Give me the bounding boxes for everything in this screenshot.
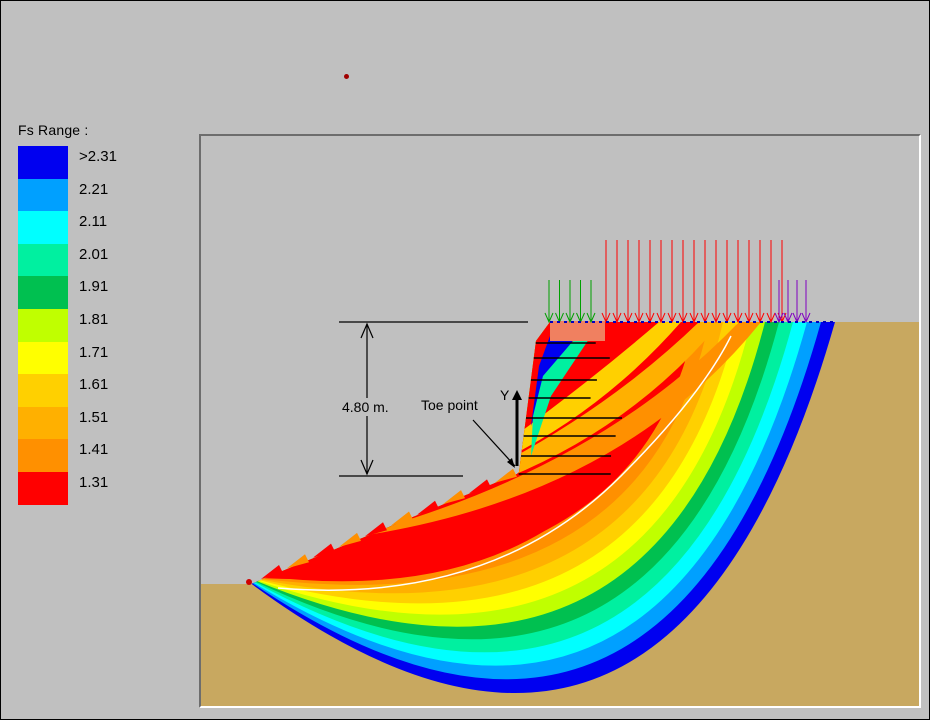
load-arrow [689,240,699,324]
load-arrow [766,240,776,324]
legend-label: 2.11 [79,213,108,231]
load-arrow [544,280,554,324]
surface-tooth [391,511,413,526]
legend-label: 1.61 [79,376,109,394]
surface-tooth [365,522,387,537]
load-arrow [783,280,793,324]
legend-swatch [18,146,68,179]
legend-item: 2.21 [18,178,168,212]
retaining-wall-block [550,321,605,341]
load-arrow [733,240,743,324]
legend-swatch [18,374,68,408]
surface-tooth [495,468,517,483]
load-arrow [612,240,622,324]
legend-item: 1.81 [18,308,168,342]
fs-streak [401,322,721,511]
legend-swatch [18,341,68,375]
load-arrow [555,280,564,324]
legend-label: 1.51 [79,408,109,426]
load-arrow [774,280,784,324]
load-arrow [634,240,644,324]
legend-item: 2.11 [18,211,168,245]
surface-tooth [443,490,465,505]
load-arrow [711,240,721,324]
critical-slip-surface [277,335,732,591]
legend-item: >2.31 [18,146,168,179]
y-axis: Y [500,387,522,466]
legend-title: Fs Range : [18,122,89,138]
legend-swatch [18,406,68,440]
load-arrow [722,240,732,324]
legend-label: 1.41 [79,441,109,459]
load-arrow [801,280,811,324]
legend-item: 1.41 [18,439,168,473]
surface-tooth [313,543,335,558]
height-dimension: 4.80 m. [339,321,528,477]
legend-label: 2.21 [79,180,109,198]
legend-item: 1.31 [18,471,168,505]
fs-streak [441,322,681,486]
legend-swatch [18,471,68,505]
slip-entry-point [246,579,252,585]
load-arrow [586,280,596,324]
soil-nails [518,342,622,475]
legend-label: >2.31 [79,148,117,165]
load-arrow [700,240,710,324]
surface-tooth [261,565,283,579]
slope-canvas: 4.80 m. Toe point Y [199,134,921,708]
surface-loads [544,240,835,324]
legend-swatch [18,276,68,310]
legend-label: 1.31 [79,473,109,491]
toe-point-annotation: Toe point [421,397,516,468]
load-arrow [623,240,633,324]
surface-tooth [417,500,439,515]
load-arrow [576,280,585,324]
slope-stability-diagram: 4.80 m. Toe point Y [201,240,919,706]
legend-swatch [18,439,68,473]
surface-tooth [339,532,361,547]
load-arrow [744,240,754,324]
legend-label: 1.71 [79,343,109,361]
legend-swatch [18,243,68,277]
legend-label: 1.91 [79,278,109,296]
y-axis-label: Y [500,387,510,403]
legend-swatch [18,308,68,342]
legend-swatch [18,178,68,212]
legend-swatch [18,211,68,245]
load-arrow [667,240,677,324]
legend-label: 2.01 [79,245,109,263]
legend-item: 2.01 [18,243,168,277]
fs-face-zone [531,326,581,426]
fs-streak [361,322,761,536]
load-arrow [601,240,611,324]
load-arrow [645,240,655,324]
load-arrow [755,240,765,324]
surface-tooth [469,479,491,494]
slope-surface-teeth [261,468,517,579]
legend-item: 1.51 [18,406,168,440]
load-arrow [678,240,688,324]
load-arrow [792,280,802,324]
legend-item: 1.61 [18,374,168,408]
load-arrow [565,280,575,324]
surface-tooth [287,554,309,569]
fs-face-zone [531,336,591,456]
fs-range-legend: Fs Range : >2.31 2.21 2.11 2.01 1.91 1.81 1.71… [18,122,168,505]
marker-dot [344,74,349,79]
load-arrow [656,240,666,324]
legend-label: 1.81 [79,310,109,328]
height-label: 4.80 m. [342,399,389,415]
legend-item: 1.91 [18,276,168,310]
toe-label: Toe point [421,397,478,413]
legend-item: 1.71 [18,341,168,375]
